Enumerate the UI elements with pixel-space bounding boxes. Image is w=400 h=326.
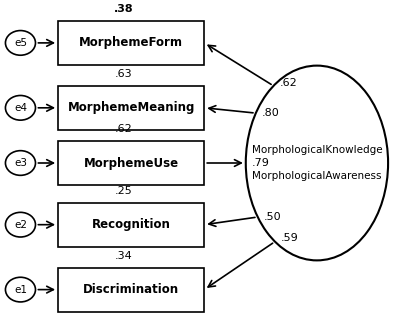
Text: Recognition: Recognition <box>92 218 170 231</box>
Text: .62: .62 <box>280 78 297 88</box>
FancyBboxPatch shape <box>58 21 204 65</box>
Text: e1: e1 <box>14 285 27 295</box>
Text: MorphologicalAwareness: MorphologicalAwareness <box>252 171 382 181</box>
FancyBboxPatch shape <box>58 86 204 130</box>
Text: MorphologicalKnowledge: MorphologicalKnowledge <box>252 145 382 155</box>
Text: MorphemeMeaning: MorphemeMeaning <box>68 101 195 114</box>
Text: .79: .79 <box>252 158 270 168</box>
Text: .25: .25 <box>114 185 132 196</box>
Text: e2: e2 <box>14 220 27 230</box>
Text: .50: .50 <box>264 212 281 222</box>
Text: .80: .80 <box>262 108 280 118</box>
Text: .63: .63 <box>114 69 132 79</box>
Text: e4: e4 <box>14 103 27 113</box>
Text: MorphemeUse: MorphemeUse <box>84 156 179 170</box>
Text: Discrimination: Discrimination <box>83 283 179 296</box>
Text: e3: e3 <box>14 158 27 168</box>
Text: .38: .38 <box>114 4 133 14</box>
FancyBboxPatch shape <box>58 268 204 312</box>
FancyBboxPatch shape <box>58 141 204 185</box>
Text: MorphemeForm: MorphemeForm <box>79 37 183 50</box>
FancyBboxPatch shape <box>58 203 204 246</box>
Text: .62: .62 <box>114 124 132 134</box>
Text: .59: .59 <box>281 233 299 244</box>
Text: e5: e5 <box>14 38 27 48</box>
Text: .34: .34 <box>114 251 132 260</box>
